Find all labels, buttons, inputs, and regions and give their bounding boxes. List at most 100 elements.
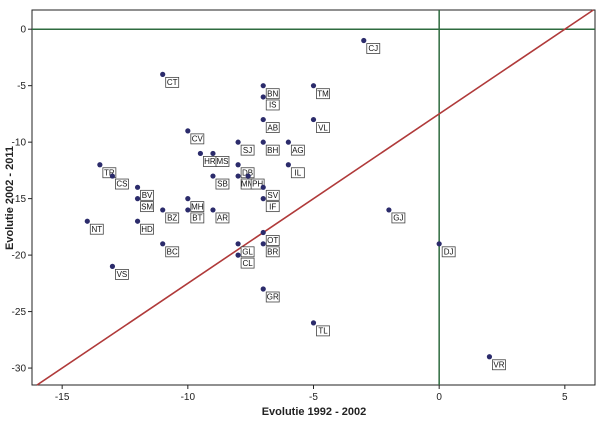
data-point <box>235 162 241 168</box>
data-point-label: AB <box>267 123 278 132</box>
y-tick-label: 0 <box>20 25 26 36</box>
data-point <box>210 150 216 157</box>
x-tick-label: 0 <box>436 392 442 403</box>
data-point <box>260 139 266 145</box>
data-point-group: TM <box>310 83 330 100</box>
data-point-label: DJ <box>444 248 454 257</box>
data-point-label: SM <box>141 202 153 211</box>
data-point <box>97 162 103 168</box>
data-point-label: SJ <box>243 146 252 155</box>
data-point-group: IS <box>260 94 280 111</box>
data-point-label-box <box>265 122 280 133</box>
data-point-label: BV <box>142 191 153 200</box>
data-point-label-box <box>492 359 506 371</box>
data-point-label-box <box>240 144 255 156</box>
data-point <box>210 173 216 179</box>
data-point-group: TL <box>310 320 330 337</box>
data-point <box>245 173 251 179</box>
data-point-label: GL <box>242 248 253 257</box>
data-point-group: HR <box>197 150 217 167</box>
data-point <box>84 218 90 224</box>
data-point-label-box <box>115 269 129 280</box>
data-point-label-box <box>265 246 280 258</box>
data-point <box>260 184 266 190</box>
data-point-label-box <box>140 201 154 213</box>
data-point <box>310 116 317 123</box>
data-point-label: BC <box>167 248 178 257</box>
data-point-group: OT <box>260 229 280 246</box>
data-point <box>386 207 392 213</box>
data-point-group: NT <box>84 218 104 235</box>
data-point-label: VL <box>318 123 328 132</box>
data-point-group: CL <box>235 252 255 269</box>
data-point-label-box <box>265 201 280 213</box>
data-point-group: AG <box>285 139 305 156</box>
data-point-group: IL <box>285 162 305 179</box>
data-point <box>260 83 266 89</box>
data-point-label-box <box>102 167 117 179</box>
data-point-label-box <box>190 201 205 213</box>
data-point <box>310 320 317 326</box>
data-point-label-box <box>140 189 154 201</box>
data-point-label-box <box>240 246 255 258</box>
data-point <box>260 286 266 292</box>
data-point-label: MM <box>241 180 255 189</box>
data-point-label: CV <box>192 135 204 144</box>
data-point-label-box <box>215 212 230 224</box>
data-point <box>134 218 141 224</box>
data-point-label-box <box>250 178 265 190</box>
data-point-label: SB <box>217 180 228 189</box>
data-point-label-box <box>165 76 180 88</box>
data-point <box>260 241 266 247</box>
data-point-label-box <box>290 144 305 156</box>
data-point-group: AR <box>210 207 230 224</box>
data-point <box>210 207 216 213</box>
data-point-label-box <box>441 246 456 258</box>
y-tick-label: -20 <box>12 251 27 262</box>
data-point-label-box <box>265 291 280 303</box>
data-point-label-box <box>265 88 280 100</box>
y-tick-label: -5 <box>17 81 26 92</box>
reference-lines <box>32 9 595 386</box>
data-point-group: BN <box>260 83 280 100</box>
data-point <box>285 162 291 168</box>
data-point-group: MM <box>235 173 255 190</box>
data-point-label: DB <box>242 168 253 177</box>
data-point-group: MS <box>210 150 230 167</box>
data-point-label: PH <box>252 180 263 189</box>
data-point-group: CJ <box>361 37 381 54</box>
data-point-label-box <box>89 223 104 235</box>
data-point <box>260 229 266 236</box>
data-point-label-box <box>366 43 381 54</box>
data-point <box>185 207 191 213</box>
data-point-label-box <box>240 257 255 269</box>
data-point-label: GJ <box>393 214 403 223</box>
data-point-label-box <box>115 178 129 190</box>
data-point <box>361 37 367 44</box>
data-point-label: CJ <box>368 44 378 53</box>
data-point <box>310 83 317 89</box>
data-point-group: DJ <box>436 241 456 258</box>
data-point-group: BC <box>160 241 180 258</box>
data-point-group: SB <box>210 173 230 190</box>
data-point-group: VR <box>486 354 506 371</box>
data-point-label: HD <box>141 225 153 234</box>
data-point <box>134 184 141 190</box>
data-point-label: VR <box>493 360 504 369</box>
data-point-label-box <box>165 212 180 224</box>
y-tick-label: -10 <box>12 138 27 149</box>
data-point <box>436 241 442 247</box>
data-point-label-box <box>265 189 280 201</box>
data-point-group: BH <box>260 139 280 156</box>
x-tick-label: -5 <box>309 392 318 403</box>
data-point-group: SM <box>134 196 154 213</box>
data-point-group: MH <box>185 196 205 213</box>
data-point <box>160 207 166 213</box>
data-point <box>260 196 266 202</box>
data-point-label: TR <box>104 168 115 177</box>
data-point-label: IS <box>269 101 277 110</box>
data-point <box>486 354 493 360</box>
data-point-label: MH <box>191 202 204 211</box>
data-point-label: MS <box>216 157 228 166</box>
